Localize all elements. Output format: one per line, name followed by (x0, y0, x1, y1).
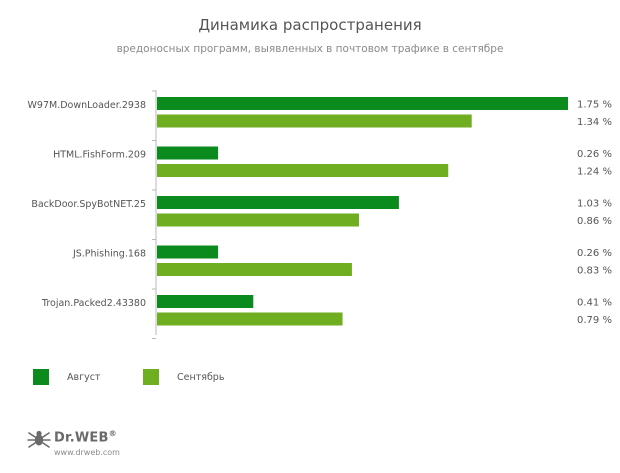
bar-september (157, 164, 449, 177)
data-label: 1.75 % (577, 100, 612, 111)
bar-september (157, 114, 472, 128)
data-label: 0.86 % (577, 216, 612, 227)
chart-subtitle: вредоносных программ, выявленных в почто… (116, 43, 504, 55)
data-label: 0.79 % (577, 315, 612, 326)
bar-august (157, 295, 254, 308)
bar-september (157, 263, 352, 276)
legend-swatch-september (143, 369, 159, 385)
category-label: W97M.DownLoader.2938 (28, 100, 146, 111)
legend-item-august: Август (33, 369, 100, 385)
bar-september (157, 213, 359, 227)
bar-september (157, 312, 343, 326)
bar-august (157, 196, 399, 209)
category-label: BackDoor.SpyBotNET.25 (31, 199, 146, 210)
data-label: 1.34 % (577, 117, 612, 128)
category-label: JS.Phishing.168 (72, 249, 146, 260)
drweb-logo: Dr.WEB® www.drweb.com (26, 428, 146, 464)
bar-august (157, 97, 568, 110)
data-label: 0.83 % (577, 266, 612, 277)
data-label: 0.41 % (577, 298, 612, 309)
legend-label-september: Сентябрь (177, 371, 225, 383)
brand-url: www.drweb.com (54, 448, 120, 457)
data-label: 0.26 % (577, 149, 612, 160)
brand-name: Dr.WEB® (54, 429, 117, 446)
category-label: Trojan.Packed2.43380 (41, 298, 146, 309)
legend-item-september: Сентябрь (143, 369, 224, 385)
bar-august (157, 146, 219, 160)
data-label: 0.26 % (577, 248, 612, 259)
category-label: HTML.FishForm.209 (53, 150, 146, 161)
data-label: 1.24 % (577, 167, 612, 178)
chart-title: Динамика распространения (198, 16, 422, 34)
legend-swatch-august (33, 369, 49, 385)
bar-august (157, 245, 219, 259)
data-label: 1.03 % (577, 199, 612, 210)
legend-label-august: Август (67, 371, 101, 383)
spider-icon (27, 430, 51, 448)
